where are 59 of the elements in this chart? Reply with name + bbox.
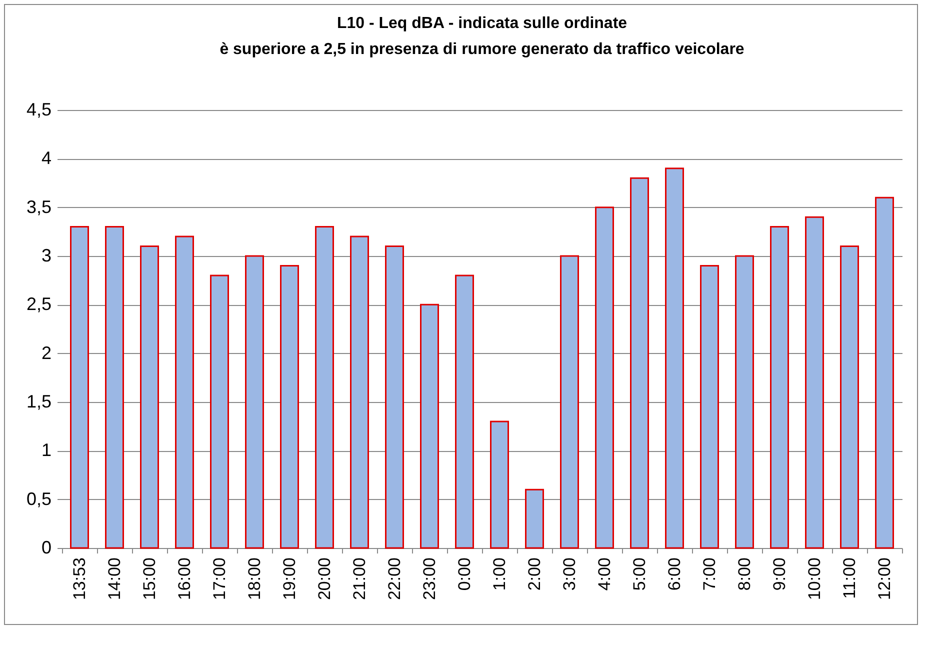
x-tick-label: 7:00 (700, 558, 719, 591)
bar (875, 196, 894, 549)
x-tick-label: 21:00 (350, 558, 369, 600)
y-tick-label: 2,5 (26, 294, 52, 314)
x-tick-label: 1:00 (490, 558, 509, 591)
x-tick-label: 8:00 (735, 558, 754, 591)
x-tick-label: 22:00 (385, 558, 404, 600)
bar (455, 274, 474, 549)
x-tick-label: 0:00 (455, 558, 474, 591)
bar (315, 226, 334, 549)
y-tick-label: 3 (41, 246, 52, 266)
x-tick-label: 3:00 (560, 558, 579, 591)
bar (735, 255, 754, 549)
x-tick-label: 20:00 (315, 558, 334, 600)
x-tick-label: 11:00 (840, 558, 859, 599)
y-tick-label: 1,5 (26, 392, 52, 412)
bar (350, 236, 369, 549)
y-tick-label: 1 (41, 440, 52, 460)
x-tick-label: 18:00 (245, 558, 264, 600)
chart-title: L10 - Leq dBA - indicata sulle ordinate è superiore a 2,5 in presenza di rumore generato da traffico veicolare (220, 15, 744, 58)
bar (70, 226, 89, 549)
x-tick-label: 4:00 (595, 558, 614, 591)
x-tick-label: 9:00 (770, 558, 789, 591)
bar (700, 264, 719, 549)
bar (245, 255, 264, 549)
bar (560, 255, 579, 549)
bar (140, 246, 159, 549)
bar (525, 488, 544, 549)
bar (630, 177, 649, 549)
bar (385, 246, 404, 549)
bar (665, 168, 684, 549)
x-tick-label: 14:00 (105, 558, 124, 600)
x-tick-label: 6:00 (665, 558, 684, 591)
y-tick-label: 4 (41, 148, 52, 168)
bar (490, 420, 509, 549)
x-tick-label: 13:53 (70, 558, 89, 600)
y-tick-label: 2 (41, 342, 52, 363)
x-tick-label: 23:00 (420, 558, 439, 600)
bar (420, 304, 439, 549)
y-tick-label: 0,5 (26, 488, 52, 509)
x-tick-label: 12:00 (875, 558, 894, 600)
x-tick-label: 15:00 (140, 558, 159, 600)
y-tick-label: 3,5 (26, 196, 52, 217)
bar (770, 226, 789, 549)
bar (595, 206, 614, 549)
x-tick-label: 5:00 (630, 558, 649, 591)
x-tick-label: 2:00 (525, 558, 544, 591)
bar (210, 274, 229, 549)
bar (175, 236, 194, 549)
bar (105, 226, 124, 549)
bar (805, 216, 824, 549)
y-tick-label: 0 (41, 538, 52, 558)
x-tick-label: 19:00 (280, 558, 299, 600)
x-tick-label: 16:00 (175, 558, 194, 600)
x-tick-label: 17:00 (210, 558, 229, 600)
x-tick-label: 10:00 (805, 558, 824, 600)
y-tick-label: 4,5 (26, 100, 52, 120)
bar (280, 264, 299, 549)
bar (840, 246, 859, 549)
